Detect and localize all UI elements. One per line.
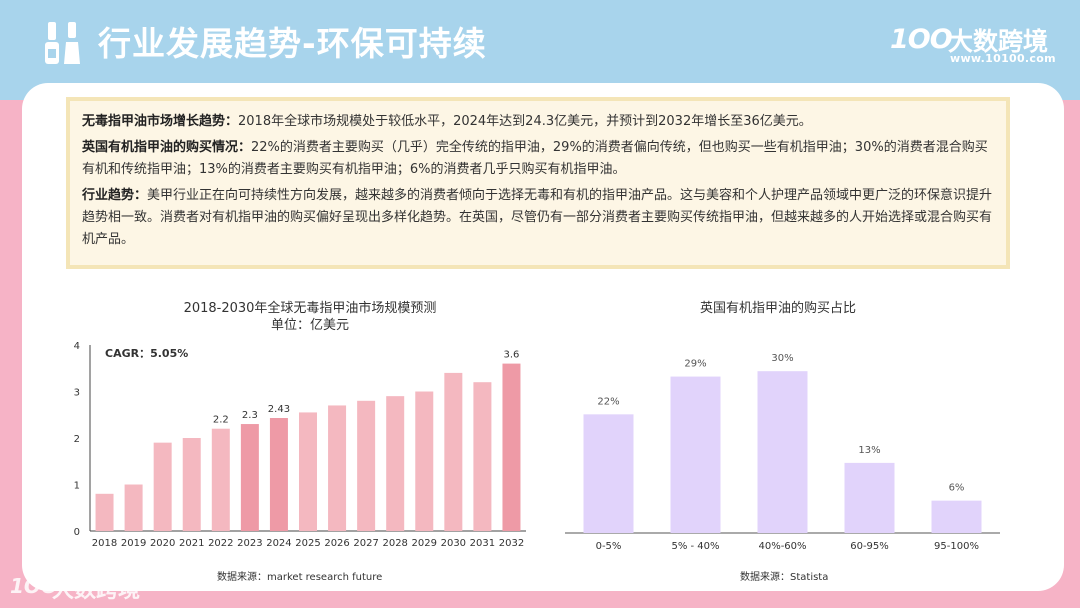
chart2-source: 数据来源：Statista bbox=[740, 572, 829, 583]
bar-2019 bbox=[124, 484, 143, 531]
data-label: 6% bbox=[949, 483, 965, 494]
bar-95-100% bbox=[931, 500, 982, 533]
logo-text: 大数跨境 bbox=[948, 27, 1049, 56]
data-label: 30% bbox=[771, 353, 793, 364]
chart1-source: 数据来源：market research future bbox=[217, 572, 383, 583]
data-label: 2.2 bbox=[213, 415, 229, 426]
x-tick-label: 2026 bbox=[324, 538, 349, 549]
bar-40%-60% bbox=[757, 371, 808, 533]
chart2-uk-organic-share: 22% 0-5% 29% 5% - 40% 30% 40%-60% 13% 60-95% 6% 9… bbox=[565, 353, 1000, 552]
nail-polish-icon bbox=[45, 22, 80, 64]
chart1-title: 2018-2030年全球无毒指甲油市场规模预测 单位：亿美元 bbox=[150, 300, 470, 334]
watermark-mark: 1OO bbox=[10, 574, 58, 598]
x-tick-label: 2021 bbox=[179, 538, 204, 549]
x-tick-label: 2020 bbox=[150, 538, 175, 549]
x-tick-label: 2022 bbox=[208, 538, 233, 549]
bar-2031 bbox=[473, 382, 492, 531]
summary-box: 无毒指甲油市场增长趋势：2018年全球市场规模处于较低水平，2024年达到24.… bbox=[66, 97, 1010, 269]
y-tick-label: 3 bbox=[74, 388, 80, 399]
x-tick-label: 2018 bbox=[92, 538, 117, 549]
bar-2028 bbox=[386, 396, 405, 531]
summary-label: 行业趋势： bbox=[82, 188, 148, 203]
data-label: 22% bbox=[597, 396, 619, 407]
y-tick-label: 0 bbox=[74, 527, 80, 538]
page-title: 行业发展趋势-环保可持续 bbox=[98, 24, 487, 63]
bar-2029 bbox=[415, 391, 434, 531]
bar-0-5% bbox=[583, 414, 634, 533]
bar-2026 bbox=[328, 405, 347, 531]
summary-text: 22%的消费者主要购买（几乎）完全传统的指甲油，29%的消费者偏向传统，但也购买… bbox=[82, 140, 988, 177]
data-label: 2.3 bbox=[242, 410, 258, 421]
x-tick-label: 2027 bbox=[353, 538, 378, 549]
chart1-market-size: 0 1 2 3 4 2018 2019 2020 2021 2022 2.2 2023 2.3 2024 2… bbox=[74, 341, 526, 549]
data-label: 3.6 bbox=[504, 350, 520, 361]
chart1-title-text: 2018-2030年全球无毒指甲油市场规模预测 bbox=[183, 301, 437, 316]
logo-mark: 1OO bbox=[890, 24, 953, 55]
y-tick-label: 2 bbox=[74, 434, 80, 445]
data-label: 29% bbox=[684, 359, 706, 370]
watermark: 1OO 大数跨境 bbox=[10, 570, 150, 604]
x-tick-label: 60-95% bbox=[850, 541, 889, 552]
x-tick-label: 2028 bbox=[382, 538, 407, 549]
chart2-title: 英国有机指甲油的购买占比 bbox=[699, 301, 856, 316]
bar-60-95% bbox=[844, 462, 895, 533]
data-label: 13% bbox=[858, 445, 880, 456]
bar-2018 bbox=[95, 493, 114, 531]
summary-text: 2018年全球市场规模处于较低水平，2024年达到24.3亿美元，并预计到203… bbox=[238, 114, 812, 129]
x-tick-label: 2025 bbox=[295, 538, 320, 549]
x-tick-label: 95-100% bbox=[934, 541, 979, 552]
summary-item-uk-purchase: 英国有机指甲油的购买情况：22%的消费者主要购买（几乎）完全传统的指甲油，29%… bbox=[82, 137, 994, 181]
x-tick-label: 2029 bbox=[412, 538, 437, 549]
summary-label: 英国有机指甲油的购买情况： bbox=[82, 140, 252, 155]
y-tick-label: 1 bbox=[74, 481, 80, 492]
y-tick-label: 4 bbox=[74, 341, 80, 352]
x-tick-label: 40%-60% bbox=[758, 541, 806, 552]
x-tick-label: 2030 bbox=[441, 538, 466, 549]
x-tick-label: 2019 bbox=[121, 538, 146, 549]
bar-2022 bbox=[211, 428, 230, 531]
summary-item-industry-trend: 行业趋势：美甲行业正在向可持续性方向发展，越来越多的消费者倾向于选择无毒和有机的… bbox=[82, 185, 994, 251]
bar-2020 bbox=[153, 442, 172, 531]
x-tick-label: 2023 bbox=[237, 538, 262, 549]
x-tick-label: 2032 bbox=[499, 538, 524, 549]
x-tick-label: 2024 bbox=[266, 538, 291, 549]
cagr-annotation: CAGR：5.05% bbox=[105, 347, 188, 360]
watermark-text: 大数跨境 bbox=[52, 578, 141, 603]
logo-url: www.10100.com bbox=[950, 52, 1056, 65]
bar-2024 bbox=[269, 418, 288, 531]
bar-2030 bbox=[444, 372, 463, 531]
x-tick-label: 0-5% bbox=[596, 541, 622, 552]
bar-2027 bbox=[357, 400, 376, 531]
summary-item-market-growth: 无毒指甲油市场增长趋势：2018年全球市场规模处于较低水平，2024年达到24.… bbox=[82, 111, 994, 133]
summary-label: 无毒指甲油市场增长趋势： bbox=[82, 114, 239, 129]
summary-text: 美甲行业正在向可持续性方向发展，越来越多的消费者倾向于选择无毒和有机的指甲油产品… bbox=[82, 188, 993, 247]
bar-5% - 40% bbox=[670, 376, 721, 533]
x-tick-label: 2031 bbox=[470, 538, 495, 549]
brand-logo[interactable]: 1OO 大数跨境 www.10100.com bbox=[890, 22, 1056, 66]
chart1-subtitle: 单位：亿美元 bbox=[270, 318, 349, 333]
data-label: 2.43 bbox=[268, 404, 290, 415]
x-tick-label: 5% - 40% bbox=[671, 541, 719, 552]
bar-2023 bbox=[240, 424, 259, 531]
bar-2021 bbox=[182, 438, 201, 531]
bar-2032 bbox=[502, 363, 521, 531]
bar-2025 bbox=[299, 412, 317, 531]
